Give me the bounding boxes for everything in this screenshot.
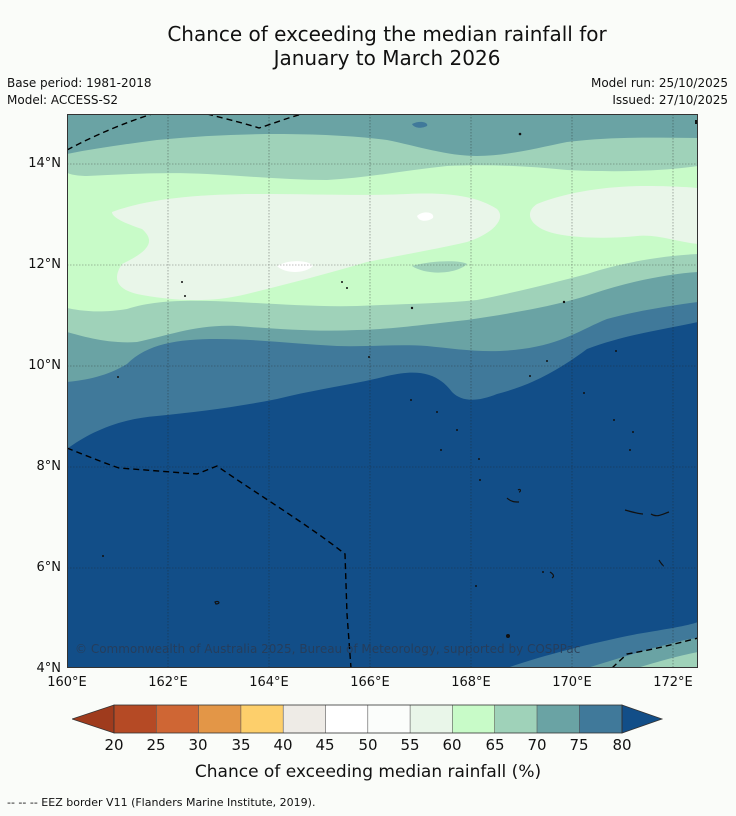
lon-tick-164: 164°E bbox=[249, 675, 289, 690]
cb-label-75: 75 bbox=[569, 736, 589, 754]
cb-label-30: 30 bbox=[188, 736, 208, 754]
cb-label-70: 70 bbox=[527, 736, 547, 754]
lat-tick-14: 14°N bbox=[28, 156, 61, 171]
model-run: Model run: 25/10/2025 bbox=[590, 76, 728, 90]
eez-borders bbox=[67, 114, 698, 668]
cb-label-20: 20 bbox=[104, 736, 124, 754]
colorbar-title: Chance of exceeding median rainfall (%) bbox=[194, 762, 542, 782]
meta-left: Base period: 1981-2018 Model: ACCESS-S2 bbox=[7, 75, 152, 109]
lon-tick-168: 168°E bbox=[451, 675, 491, 690]
colorbar-svg bbox=[70, 704, 664, 734]
colorbar-outline bbox=[113, 704, 623, 734]
lon-tick-162: 162°E bbox=[148, 675, 188, 690]
cb-label-25: 25 bbox=[146, 736, 166, 754]
meta-right: Model run: 25/10/2025 Issued: 27/10/2025 bbox=[591, 75, 728, 109]
colorbar-75-80 bbox=[579, 705, 622, 733]
islands bbox=[102, 120, 697, 638]
rainfall-map: © Commonwealth of Australia 2025, Bureau… bbox=[67, 114, 698, 668]
colorbar-45-50 bbox=[325, 705, 368, 733]
colorbar-dividers bbox=[156, 705, 580, 733]
issued-date: Issued: 27/10/2025 bbox=[612, 93, 728, 107]
lon-tick-160: 160°E bbox=[47, 675, 87, 690]
cb-label-65: 65 bbox=[485, 736, 505, 754]
title-line-1: Chance of exceeding the median rainfall … bbox=[167, 22, 607, 46]
patch-dark-1 bbox=[412, 121, 428, 128]
patch-green-1 bbox=[412, 261, 467, 273]
patch-white-1 bbox=[417, 212, 434, 221]
map-svg: © Commonwealth of Australia 2025, Bureau… bbox=[67, 114, 698, 668]
colorbar-65-70 bbox=[494, 705, 537, 733]
colorbar-low-arrow bbox=[70, 704, 115, 734]
colorbar-50-55 bbox=[367, 705, 411, 733]
colorbar-high-arrow bbox=[621, 704, 664, 734]
colorbar-25-30 bbox=[156, 705, 199, 733]
colorbar-30-35 bbox=[198, 705, 241, 733]
band-top-70-75 bbox=[67, 114, 698, 156]
lon-tick-172: 172°E bbox=[653, 675, 693, 690]
lat-tick-12: 12°N bbox=[28, 257, 61, 272]
lon-tick-166: 166°E bbox=[350, 675, 390, 690]
footnote-eez: -- -- -- EEZ border V11 (Flanders Marine… bbox=[7, 796, 316, 809]
map-title: Chance of exceeding the median rainfall … bbox=[0, 22, 736, 70]
colorbar-60-65 bbox=[452, 705, 495, 733]
cb-label-35: 35 bbox=[231, 736, 251, 754]
cb-label-60: 60 bbox=[442, 736, 462, 754]
lat-tick-8: 8°N bbox=[36, 459, 62, 474]
band-bottom-65-70 bbox=[637, 652, 698, 668]
colorbar-40-45 bbox=[283, 705, 326, 733]
model-name: Model: ACCESS-S2 bbox=[7, 93, 119, 107]
lon-tick-170: 170°E bbox=[552, 675, 592, 690]
cb-label-50: 50 bbox=[358, 736, 378, 754]
lat-tick-6: 6°N bbox=[36, 560, 62, 575]
graticule bbox=[67, 114, 698, 668]
lat-tick-10: 10°N bbox=[28, 358, 61, 373]
cb-label-80: 80 bbox=[612, 736, 632, 754]
island-outlines bbox=[214, 488, 670, 605]
band-55-60-west bbox=[112, 193, 501, 301]
colorbar-35-40 bbox=[240, 705, 284, 733]
colorbar-55-60 bbox=[410, 705, 453, 733]
cb-label-55: 55 bbox=[400, 736, 420, 754]
colorbar bbox=[70, 704, 664, 740]
map-copyright: © Commonwealth of Australia 2025, Bureau… bbox=[75, 642, 580, 656]
cb-label-40: 40 bbox=[273, 736, 293, 754]
cb-label-45: 45 bbox=[315, 736, 335, 754]
lat-tick-4: 4°N bbox=[36, 661, 62, 676]
colorbar-20-25 bbox=[114, 705, 157, 733]
title-line-2: January to March 2026 bbox=[273, 46, 501, 70]
colorbar-70-75 bbox=[537, 705, 580, 733]
patch-white-2 bbox=[277, 261, 313, 272]
base-period: Base period: 1981-2018 bbox=[7, 76, 152, 90]
